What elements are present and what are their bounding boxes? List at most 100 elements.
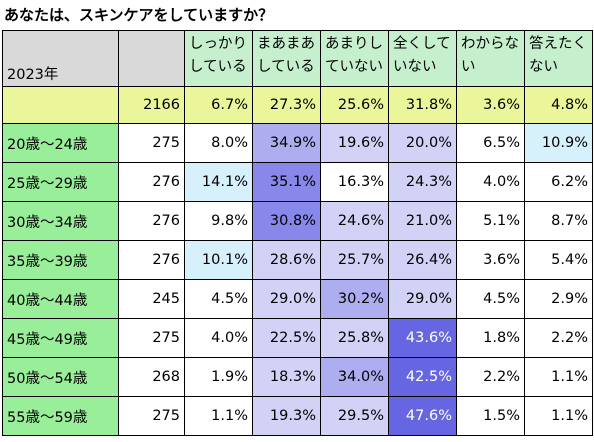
sample-count: 275 [118, 123, 185, 163]
total-cell: 3.6% [456, 86, 525, 124]
percent-cell: 2.9% [524, 279, 593, 319]
percent-cell: 4.5% [184, 279, 253, 319]
percent-cell: 8.7% [524, 201, 593, 241]
total-cell: 6.7% [184, 86, 253, 124]
age-group-label: 35歳～39歳 [2, 240, 119, 280]
percent-cell: 2.2% [456, 357, 525, 397]
percent-cell: 14.1% [184, 162, 253, 202]
percent-cell: 21.0% [388, 201, 457, 241]
column-header-line: あまりし [325, 36, 383, 52]
percent-cell: 25.7% [320, 240, 389, 280]
percent-cell: 1.9% [184, 357, 253, 397]
sample-count: 245 [118, 279, 185, 319]
percent-cell: 1.1% [524, 396, 593, 436]
column-header: あまりし ていない [320, 30, 389, 87]
sample-count: 275 [118, 396, 185, 436]
total-label [2, 86, 119, 124]
percent-cell: 2.2% [524, 318, 593, 358]
sample-count: 276 [118, 201, 185, 241]
column-header: わからない [456, 30, 525, 87]
column-header-line: している [189, 59, 247, 75]
column-header: 全くして いない [388, 30, 457, 87]
percent-cell: 19.3% [252, 396, 321, 436]
percent-cell: 19.6% [320, 123, 389, 163]
percent-cell: 29.5% [320, 396, 389, 436]
table-row: 55歳～59歳 275 1.1% 19.3% 29.5% 47.6% 1.5% 1.1% [2, 396, 593, 436]
percent-cell: 34.0% [320, 357, 389, 397]
age-group-label: 40歳～44歳 [2, 279, 119, 319]
total-cell: 31.8% [388, 86, 457, 124]
percent-cell: 10.1% [184, 240, 253, 280]
total-count: 2166 [118, 86, 185, 124]
percent-cell: 30.2% [320, 279, 389, 319]
percent-cell: 42.5% [388, 357, 457, 397]
table-row: 35歳～39歳 276 10.1% 28.6% 25.7% 26.4% 3.6% 5.4% [2, 240, 593, 280]
percent-cell: 22.5% [252, 318, 321, 358]
percent-cell: 16.3% [320, 162, 389, 202]
table-row: 30歳～34歳 276 9.8% 30.8% 24.6% 21.0% 5.1% 8.7% [2, 201, 593, 241]
survey-table: 2023年 しっかり している まあまあ している あまりし ていない 全くして いない… [2, 30, 593, 436]
total-cell: 25.6% [320, 86, 389, 124]
percent-cell: 28.6% [252, 240, 321, 280]
table-row: 25歳～29歳 276 14.1% 35.1% 16.3% 24.3% 4.0% 6.2% [2, 162, 593, 202]
percent-cell: 3.6% [456, 240, 525, 280]
total-row: 2166 6.7% 27.3% 25.6% 31.8% 3.6% 4.8% [2, 86, 593, 124]
column-header-line: 全くして [393, 36, 451, 52]
percent-cell: 24.6% [320, 201, 389, 241]
column-header-line: わからな [461, 36, 519, 52]
percent-cell: 1.1% [184, 396, 253, 436]
percent-cell: 4.0% [184, 318, 253, 358]
percent-cell: 29.0% [388, 279, 457, 319]
total-cell: 4.8% [524, 86, 593, 124]
percent-cell: 34.9% [252, 123, 321, 163]
column-header-line: ていない [325, 59, 383, 75]
percent-cell: 8.0% [184, 123, 253, 163]
column-header-line: いない [393, 59, 437, 75]
percent-cell: 25.8% [320, 318, 389, 358]
percent-cell: 6.2% [524, 162, 593, 202]
percent-cell: 30.8% [252, 201, 321, 241]
column-header-line: しっかり [189, 36, 247, 52]
column-header-line: している [257, 59, 315, 75]
column-header-line: まあまあ [257, 36, 315, 52]
sample-count: 268 [118, 357, 185, 397]
age-group-label: 25歳～29歳 [2, 162, 119, 202]
percent-cell: 20.0% [388, 123, 457, 163]
percent-cell: 1.1% [524, 357, 593, 397]
percent-cell: 10.9% [524, 123, 593, 163]
column-header: しっかり している [184, 30, 253, 87]
header-row: 2023年 しっかり している まあまあ している あまりし ていない 全くして いない… [2, 30, 593, 87]
percent-cell: 5.1% [456, 201, 525, 241]
column-header-line: 答えたく [529, 36, 587, 52]
sample-count: 276 [118, 240, 185, 280]
age-group-label: 55歳～59歳 [2, 396, 119, 436]
column-header-line: い [461, 59, 476, 75]
table-row: 45歳～49歳 275 4.0% 22.5% 25.8% 43.6% 1.8% 2.2% [2, 318, 593, 358]
table-row: 40歳～44歳 245 4.5% 29.0% 30.2% 29.0% 4.5% 2.9% [2, 279, 593, 319]
table-row: 20歳～24歳 275 8.0% 34.9% 19.6% 20.0% 6.5% 10.9% [2, 123, 593, 163]
page-title: あなたは、スキンケアをしていますか？ [4, 6, 274, 24]
age-group-label: 20歳～24歳 [2, 123, 119, 163]
column-header: 答えたく ない [524, 30, 593, 87]
column-header: まあまあ している [252, 30, 321, 87]
percent-cell: 9.8% [184, 201, 253, 241]
percent-cell: 4.5% [456, 279, 525, 319]
age-group-label: 45歳～49歳 [2, 318, 119, 358]
percent-cell: 24.3% [388, 162, 457, 202]
sample-count: 276 [118, 162, 185, 202]
column-header-line: ない [529, 59, 558, 75]
sample-count: 275 [118, 318, 185, 358]
percent-cell: 6.5% [456, 123, 525, 163]
percent-cell: 1.8% [456, 318, 525, 358]
age-group-label: 30歳～34歳 [2, 201, 119, 241]
percent-cell: 29.0% [252, 279, 321, 319]
percent-cell: 18.3% [252, 357, 321, 397]
year-label: 2023年 [2, 30, 119, 87]
count-header [118, 30, 185, 87]
percent-cell: 4.0% [456, 162, 525, 202]
total-cell: 27.3% [252, 86, 321, 124]
percent-cell: 35.1% [252, 162, 321, 202]
percent-cell: 26.4% [388, 240, 457, 280]
percent-cell: 47.6% [388, 396, 457, 436]
age-group-label: 50歳～54歳 [2, 357, 119, 397]
